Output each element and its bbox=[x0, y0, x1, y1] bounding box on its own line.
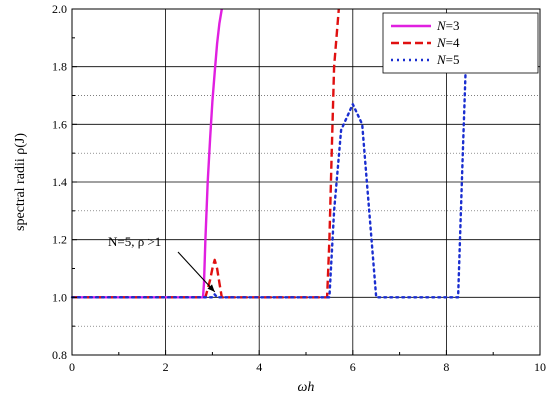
y-tick-label: 2.0 bbox=[52, 2, 67, 16]
annotation-arrowhead bbox=[207, 284, 215, 292]
legend: N=3 N=4 N=5 bbox=[382, 12, 539, 74]
axis-ticks: 0 2 4 6 8 10 0.8 1.0 1.2 1.4 1.6 1.8 2.0 bbox=[52, 2, 546, 374]
y-tick-label: 0.8 bbox=[52, 348, 67, 362]
y-tick-label: 1.0 bbox=[52, 290, 67, 304]
series-line-2 bbox=[72, 8, 340, 299]
x-axis-label: ωh bbox=[298, 380, 315, 395]
x-tick-label: 6 bbox=[350, 360, 356, 374]
x-tick-label: 4 bbox=[256, 360, 262, 374]
y-tick-label: 1.8 bbox=[52, 60, 67, 74]
x-tick-label: 10 bbox=[534, 360, 546, 374]
annotation: N=5, ρ >1 bbox=[108, 234, 216, 293]
annotation-arrow bbox=[177, 251, 216, 293]
y-tick-label: 1.2 bbox=[52, 233, 67, 247]
annotation-text: N=5, ρ >1 bbox=[108, 234, 161, 249]
legend-label: N=3 bbox=[436, 18, 460, 33]
legend-label: N=5 bbox=[436, 52, 460, 67]
series-line-1 bbox=[72, 8, 223, 299]
x-tick-label: 8 bbox=[443, 360, 449, 374]
y-tick-label: 1.4 bbox=[52, 175, 67, 189]
legend-label: N=4 bbox=[436, 35, 460, 50]
x-tick-label: 2 bbox=[163, 360, 169, 374]
series-lines bbox=[70, 8, 469, 299]
series-line-3 bbox=[70, 13, 469, 299]
y-tick-label: 1.6 bbox=[52, 117, 67, 131]
x-tick-label: 0 bbox=[69, 360, 75, 374]
y-axis-label: spectral radii ρ(J) bbox=[13, 133, 28, 231]
